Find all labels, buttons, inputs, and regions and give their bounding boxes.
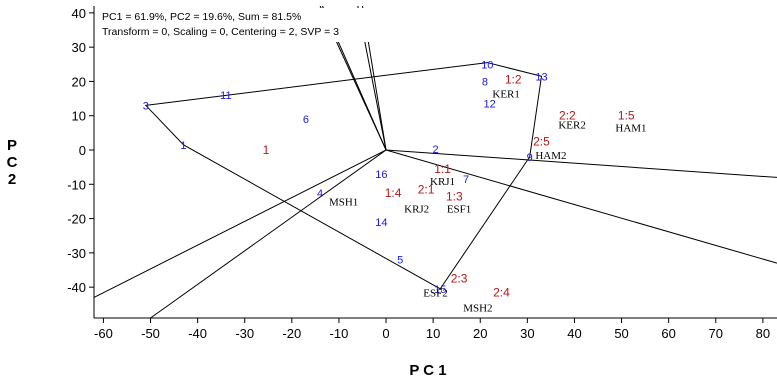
genotype-label: 15: [434, 284, 446, 296]
environment-label: HAM2: [535, 150, 566, 162]
entry-label: 1:4: [385, 186, 402, 200]
y-tick-label: -30: [67, 246, 86, 261]
genotype-label: 14: [375, 217, 387, 229]
sector-ray: [386, 149, 777, 178]
x-tick-label: 10: [426, 326, 440, 341]
x-tick-label: -10: [330, 326, 349, 341]
entry-label: 1:5: [618, 109, 635, 123]
entry-label: 2:4: [493, 285, 510, 299]
x-axis-title: P C 1: [409, 362, 446, 379]
genotype-label: 3: [143, 100, 149, 112]
axis-ticks: -60 -50 -40 -30 -20 -10 0 10 20 30 40 50 60 70 8040302…: [67, 6, 770, 341]
y-tick-label: -20: [67, 212, 86, 227]
genotype-label: 10: [481, 59, 493, 71]
environment-label: KRJ2: [404, 203, 429, 215]
environment-label: KER2: [558, 119, 586, 131]
info-line-1: PC1 = 61.9%, PC2 = 19.6%, Sum = 81.5%: [102, 11, 301, 23]
environment-label: MSH1: [329, 196, 358, 208]
x-tick-label: -40: [188, 326, 207, 341]
entry-label: 1: [263, 143, 270, 157]
sector-ray: [150, 149, 387, 319]
biplot-lines: [93, 5, 777, 319]
sector-ray: [385, 149, 777, 264]
x-tick-label: 20: [473, 326, 487, 341]
biplot-labels: 1 234567891011121314151611:11:21:31:41:52…: [143, 59, 647, 314]
x-tick-label: -30: [235, 326, 254, 341]
genotype-label: 8: [482, 76, 488, 88]
entry-label: 1:2: [505, 73, 522, 87]
entry-label: 2:2: [559, 109, 576, 123]
environment-label: KRJ1: [430, 176, 455, 188]
y-axis-title: P: [7, 137, 17, 154]
x-tick-label: 40: [567, 326, 581, 341]
plot-frame: [93, 6, 777, 319]
entry-label: 2:3: [451, 272, 468, 286]
x-tick-label: -60: [94, 326, 113, 341]
x-tick-label: 0: [382, 326, 389, 341]
info-line-2: Transform = 0, Scaling = 0, Centering = …: [102, 26, 339, 38]
convex-hull-polygon: [144, 62, 543, 290]
x-tick-label: 60: [661, 326, 675, 341]
y-tick-label: -10: [67, 177, 86, 192]
genotype-label: 5: [397, 255, 403, 267]
entry-label: 2:1: [418, 182, 435, 196]
entry-label: 1:3: [446, 189, 463, 203]
environment-label: ESF2: [423, 287, 447, 299]
genotype-label: 6: [303, 114, 309, 126]
info-box: PC1 = 61.9%, PC2 = 19.6%, Sum = 81.5% Tr…: [100, 8, 438, 42]
x-tick-label: 70: [709, 326, 723, 341]
genotype-label: 11: [220, 90, 231, 102]
y-tick-label: 40: [72, 6, 86, 21]
genotype-label: 9: [527, 152, 533, 164]
y-tick-label: 10: [72, 109, 86, 124]
x-tick-label: -50: [141, 326, 160, 341]
info-box-background: [100, 8, 438, 42]
environment-label: MSH2: [463, 303, 492, 315]
genotype-label: 16: [375, 169, 387, 181]
entry-label: 1:1: [434, 162, 451, 176]
y-axis-title: 2: [8, 171, 16, 188]
x-tick-label: -20: [282, 326, 301, 341]
environment-label: ESF1: [447, 203, 471, 215]
entry-label: 2:5: [533, 134, 550, 148]
sector-ray: [93, 149, 387, 298]
x-tick-label: 30: [520, 326, 534, 341]
genotype-label: 4: [317, 188, 323, 200]
genotype-label: 12: [484, 99, 496, 111]
y-tick-label: -40: [67, 280, 86, 295]
y-tick-label: 30: [72, 40, 86, 55]
genotype-label: 13: [535, 71, 547, 83]
genotype-label: 2: [432, 144, 438, 156]
genotype-label: 7: [463, 174, 469, 186]
environment-label: HAM1: [615, 123, 646, 135]
x-tick-label: 80: [756, 326, 770, 341]
genotype-label: 1: [180, 140, 186, 152]
x-tick-label: 50: [614, 326, 628, 341]
environment-label: KER1: [492, 88, 520, 100]
y-tick-label: 0: [79, 143, 86, 158]
y-tick-label: 20: [72, 74, 86, 89]
y-axis-title: C: [7, 154, 18, 171]
